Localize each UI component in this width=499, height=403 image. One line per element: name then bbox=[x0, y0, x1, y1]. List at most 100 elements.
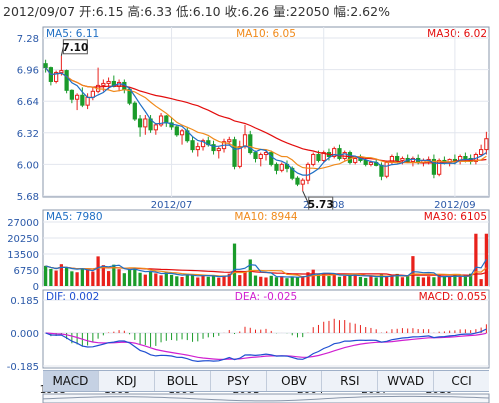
tab-wvad[interactable]: WVAD bbox=[378, 371, 435, 391]
volume-bar-42 bbox=[264, 277, 268, 286]
candle-body-75 bbox=[437, 159, 442, 175]
volume-bar-54 bbox=[327, 276, 331, 286]
candle-body-37 bbox=[237, 146, 242, 167]
volume-bar-56 bbox=[337, 276, 342, 286]
price-panel bbox=[42, 26, 490, 198]
volume-bar-47 bbox=[290, 276, 294, 286]
volume-bar-26 bbox=[180, 276, 184, 286]
volume-bar-77 bbox=[448, 276, 452, 286]
volume-bar-28 bbox=[190, 274, 195, 286]
candle-body-45 bbox=[279, 163, 284, 171]
macd-legend-2: MACD: 0.055 bbox=[419, 291, 487, 303]
volume-legend-2: MA30: 6105 bbox=[424, 211, 487, 223]
price-legend-0: MA5: 6.11 bbox=[46, 28, 99, 40]
price-annotation-label-1: 5.73 bbox=[308, 199, 334, 211]
volume-bar-51 bbox=[311, 269, 315, 286]
volume-bar-11 bbox=[101, 265, 105, 286]
volume-bar-23 bbox=[164, 272, 168, 286]
volume-bar-74 bbox=[432, 277, 436, 286]
candle-body-67 bbox=[395, 156, 400, 161]
volume-bar-7 bbox=[80, 268, 84, 286]
candle-body-12 bbox=[106, 80, 111, 84]
candle-body-4 bbox=[64, 70, 69, 91]
candle-body-19 bbox=[143, 118, 148, 128]
candle-body-42 bbox=[263, 152, 269, 156]
candle-body-22 bbox=[158, 115, 164, 126]
volume-bar-78 bbox=[453, 275, 457, 286]
volume-bar-34 bbox=[222, 276, 226, 286]
candle-body-50 bbox=[305, 163, 311, 181]
macd-tick-label-1: 0.000 bbox=[10, 329, 39, 340]
price-legend-1: MA10: 6.05 bbox=[236, 28, 296, 40]
volume-bar-1 bbox=[49, 268, 53, 286]
candle-body-6 bbox=[74, 94, 80, 100]
tab-rsi[interactable]: RSI bbox=[322, 371, 379, 391]
tab-kdj[interactable]: KDJ bbox=[99, 371, 155, 391]
price-tick-label-0: 7.28 bbox=[17, 34, 39, 45]
volume-bar-65 bbox=[385, 276, 389, 286]
candle-body-35 bbox=[227, 139, 232, 143]
candle-body-21 bbox=[153, 124, 158, 131]
volume-bar-80 bbox=[463, 276, 468, 286]
volume-bar-76 bbox=[442, 276, 447, 286]
volume-bar-44 bbox=[274, 277, 279, 286]
volume-bar-15 bbox=[122, 273, 126, 286]
macd-legend-0: DIF: 0.002 bbox=[46, 291, 99, 303]
volume-bar-25 bbox=[175, 276, 179, 286]
candle-body-74 bbox=[431, 158, 437, 175]
volume-bar-53 bbox=[322, 273, 326, 286]
volume-panel bbox=[42, 209, 490, 287]
candle-body-59 bbox=[353, 157, 358, 163]
price-tick-label-5: 5.68 bbox=[17, 192, 39, 203]
volume-bar-14 bbox=[117, 269, 121, 286]
tab-psy[interactable]: PSY bbox=[211, 371, 267, 391]
volume-bar-29 bbox=[196, 277, 200, 286]
volume-bar-70 bbox=[411, 256, 415, 286]
volume-bar-43 bbox=[269, 275, 273, 286]
candle-body-43 bbox=[269, 152, 274, 165]
volume-tick-label-1: 20250 bbox=[7, 234, 39, 245]
volume-bar-46 bbox=[285, 278, 289, 286]
volume-bar-73 bbox=[427, 276, 431, 286]
volume-bar-19 bbox=[143, 274, 147, 286]
volume-bar-30 bbox=[201, 275, 205, 286]
volume-bar-13 bbox=[112, 264, 116, 286]
volume-bar-64 bbox=[379, 274, 384, 286]
volume-bar-69 bbox=[406, 275, 410, 286]
volume-bar-45 bbox=[280, 276, 284, 286]
tab-macd[interactable]: MACD bbox=[43, 371, 99, 391]
candle-body-64 bbox=[379, 164, 384, 177]
volume-bar-41 bbox=[259, 276, 263, 286]
candle-body-62 bbox=[368, 161, 374, 165]
candle-body-40 bbox=[253, 152, 258, 159]
volume-bar-21 bbox=[154, 273, 158, 286]
volume-bar-27 bbox=[185, 273, 189, 286]
candle-body-23 bbox=[164, 115, 169, 124]
candle-body-0 bbox=[43, 63, 48, 69]
tab-boll[interactable]: BOLL bbox=[155, 371, 211, 391]
volume-bar-10 bbox=[96, 256, 100, 286]
tab-obv[interactable]: OBV bbox=[267, 371, 323, 391]
volume-bar-62 bbox=[369, 276, 373, 286]
candle-body-80 bbox=[463, 156, 468, 159]
quote-header: 2012/09/07 开:6.15 高:6.33 低:6.10 收:6.26 量… bbox=[0, 0, 499, 24]
volume-bar-39 bbox=[248, 259, 252, 286]
candle-body-18 bbox=[137, 118, 143, 128]
price-annotation-label-0: 7.10 bbox=[62, 42, 88, 54]
candle-body-49 bbox=[300, 179, 305, 185]
volume-bar-68 bbox=[400, 277, 405, 286]
candle-body-39 bbox=[248, 134, 253, 154]
candle-body-48 bbox=[295, 177, 300, 185]
price-tick-label-1: 6.96 bbox=[17, 66, 39, 77]
indicator-tabs: MACD KDJ BOLL PSY OBV RSI WVAD CCI bbox=[43, 370, 489, 392]
candle-body-41 bbox=[258, 154, 263, 159]
volume-bar-37 bbox=[238, 275, 242, 286]
candle-body-28 bbox=[190, 140, 195, 151]
volume-bar-57 bbox=[343, 275, 347, 286]
macd-tick-label-2: -0.185 bbox=[7, 362, 39, 373]
candle-body-17 bbox=[132, 102, 137, 120]
tab-cci[interactable]: CCI bbox=[451, 374, 472, 388]
date-tick-label-0: 2012/07 bbox=[151, 200, 193, 211]
candle-body-56 bbox=[337, 148, 342, 159]
volume-bar-67 bbox=[395, 273, 399, 286]
